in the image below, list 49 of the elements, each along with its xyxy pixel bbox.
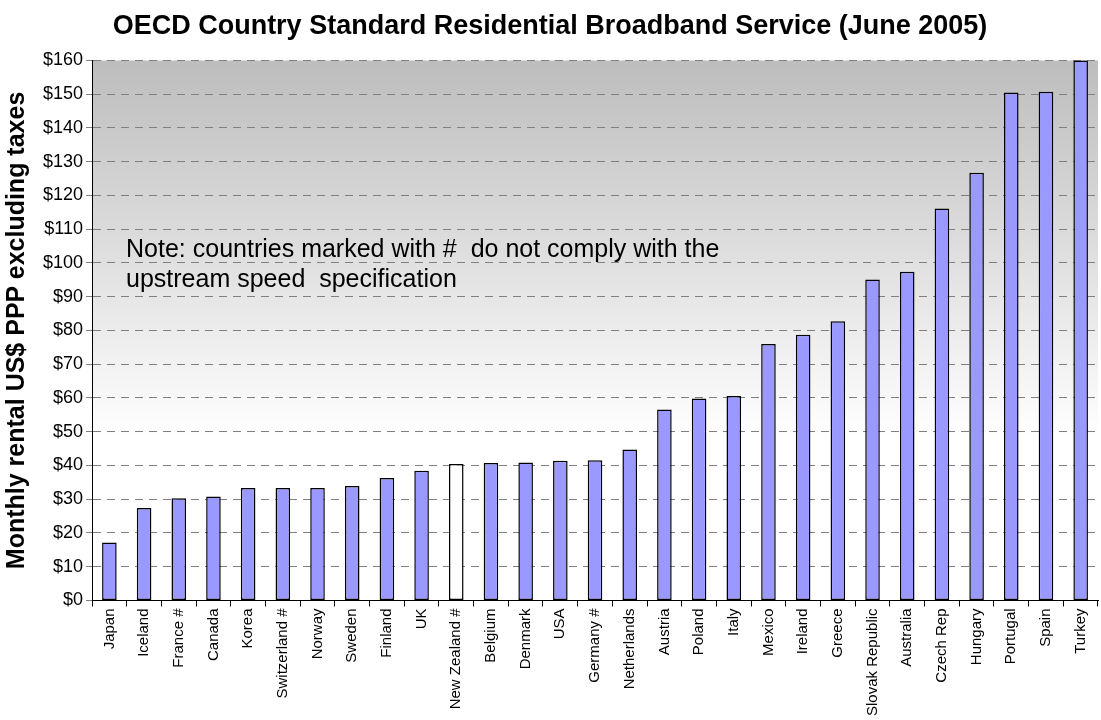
y-axis-title: Monthly rental US$ PPP excluding taxes (0, 91, 29, 570)
x-tick-label: Portugal (1001, 608, 1019, 665)
x-tick-label: Mexico (758, 608, 776, 656)
x-tick-label: Turkey (1070, 607, 1088, 654)
x-tick-label: Norway (307, 607, 325, 660)
x-tick-label: Ireland (793, 608, 811, 655)
x-tick-label: USA (550, 608, 568, 640)
x-tick-label: Canada (203, 607, 221, 661)
y-tick-label: $120 (43, 184, 84, 205)
y-tick-label: $70 (53, 353, 84, 374)
x-tick-label: New Zealand # (446, 607, 464, 710)
y-tick-label: $130 (43, 150, 84, 171)
x-tick-label: Austria (654, 607, 672, 656)
y-tick-label: $40 (53, 454, 84, 475)
y-tick-label: $150 (43, 83, 84, 104)
y-tick-label: $140 (43, 116, 84, 137)
x-tick-label: Switzerland # (272, 607, 290, 699)
x-tick-label: Spain (1036, 608, 1054, 647)
x-tick-label: Finland (377, 608, 395, 658)
x-tick-label: Italy (723, 607, 741, 636)
x-tick-label: Germany # (585, 607, 603, 683)
x-tick-label: Belgium (481, 608, 499, 663)
x-tick-label: Sweden (342, 608, 360, 663)
y-tick-label: $30 (53, 488, 84, 509)
x-tick-label: Greece (827, 608, 845, 658)
y-tick-label: $10 (53, 555, 84, 576)
x-tick-label: Netherlands (619, 608, 637, 690)
x-tick-label: UK (411, 608, 429, 630)
y-tick-label: $60 (53, 386, 84, 407)
chart-title: OECD Country Standard Residential Broadband Service (June 2005) (112, 9, 988, 40)
x-tick-label: Korea (238, 607, 256, 649)
x-tick-label: Czech Rep (932, 608, 950, 683)
y-tick-label: $50 (53, 420, 84, 441)
annotation: Note: countries marked with # do not comply with the upstream speed specification (126, 234, 720, 293)
y-tick-label: $20 (53, 521, 84, 542)
x-tick-label: Poland (689, 608, 707, 656)
x-tick-label: Slovak Republic (862, 607, 880, 717)
y-tick-label: $110 (44, 218, 84, 239)
y-tick-label: $0 (63, 589, 84, 610)
y-tick-label: $90 (53, 285, 84, 306)
x-tick-label: Hungary (966, 607, 984, 666)
y-tick-label: $160 (43, 49, 84, 70)
x-tick-label: Denmark (515, 607, 533, 670)
x-tick-label: Japan (99, 608, 117, 650)
x-tick-label: Australia (897, 607, 915, 667)
x-tick-label: France # (168, 607, 186, 668)
y-tick-label: $100 (43, 251, 84, 272)
y-tick-label: $80 (53, 319, 84, 340)
x-tick-label: Iceland (134, 608, 152, 657)
